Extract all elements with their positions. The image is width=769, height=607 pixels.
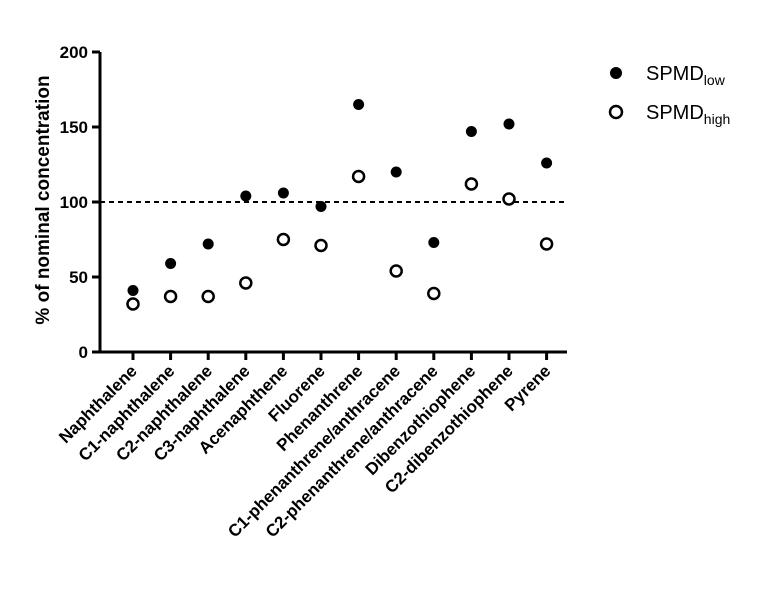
y-tick-label: 100 bbox=[60, 193, 88, 212]
point-spmd-high bbox=[502, 192, 516, 206]
y-tick-label: 50 bbox=[69, 268, 88, 287]
point-spmd-low bbox=[240, 190, 252, 202]
y-ticks: 0 50 100 150 200 bbox=[60, 43, 100, 362]
legend: SPMDlow SPMDhigh bbox=[608, 63, 730, 127]
point-spmd-low bbox=[277, 187, 289, 199]
y-axis-label: % of nominal concentration bbox=[33, 75, 54, 324]
legend-marker-high bbox=[608, 104, 624, 120]
legend-marker-low bbox=[610, 67, 622, 79]
point-spmd-high bbox=[389, 264, 403, 278]
point-spmd-high bbox=[239, 276, 253, 290]
legend-label-high: SPMDhigh bbox=[646, 102, 730, 127]
point-spmd-high bbox=[201, 289, 215, 304]
y-tick-label: 0 bbox=[79, 343, 88, 362]
y-tick-label: 150 bbox=[60, 118, 88, 137]
data-points bbox=[126, 99, 554, 311]
y-tick-label: 200 bbox=[60, 43, 88, 62]
point-spmd-low bbox=[202, 238, 214, 250]
point-spmd-high bbox=[126, 297, 140, 311]
point-spmd-low bbox=[503, 118, 515, 130]
point-spmd-high bbox=[163, 289, 178, 304]
point-spmd-low bbox=[353, 99, 365, 110]
point-spmd-high bbox=[464, 177, 479, 191]
point-spmd-high bbox=[351, 169, 366, 184]
point-spmd-high bbox=[276, 232, 291, 247]
point-spmd-high bbox=[314, 238, 328, 253]
point-spmd-low bbox=[165, 258, 177, 269]
point-spmd-low bbox=[315, 201, 327, 212]
point-spmd-high bbox=[539, 237, 554, 251]
x-tick-labels: NaphthaleneC1-naphthaleneC2-naphthaleneC… bbox=[55, 352, 554, 541]
point-spmd-low bbox=[428, 237, 440, 248]
point-spmd-low bbox=[127, 285, 139, 296]
legend-label-low: SPMDlow bbox=[646, 63, 726, 88]
point-spmd-low bbox=[541, 157, 553, 169]
point-spmd-low bbox=[465, 126, 477, 137]
point-spmd-low bbox=[390, 166, 402, 178]
point-spmd-high bbox=[427, 286, 441, 301]
